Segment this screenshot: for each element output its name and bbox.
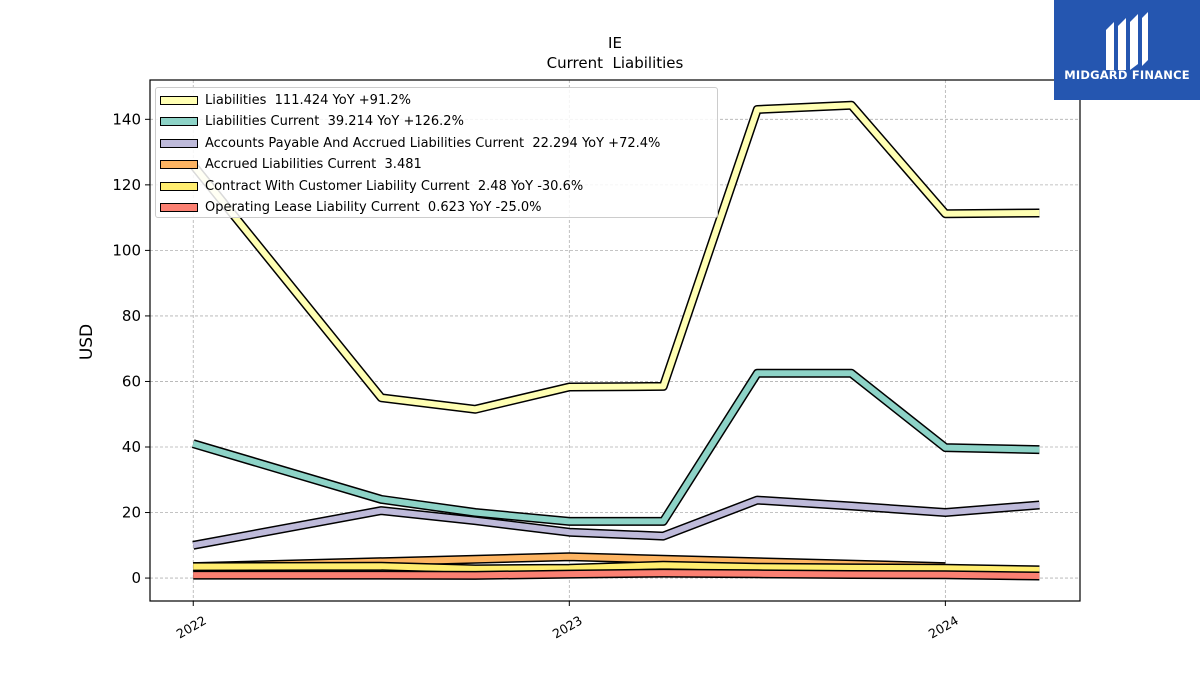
legend-swatch <box>160 95 198 105</box>
legend-item: Operating Lease Liability Current 0.623 … <box>160 199 542 217</box>
series-line <box>193 570 1040 579</box>
series-layer <box>189 100 1040 581</box>
legend: Liabilities 111.424 YoY +91.2% Liabilitie… <box>155 87 718 218</box>
legend-label: Accrued Liabilities Current 3.481 <box>205 157 422 172</box>
legend-item: Accrued Liabilities Current 3.481 <box>160 156 422 174</box>
y-tick-label: 40 <box>122 438 141 456</box>
series-line-4 <box>193 560 1040 575</box>
x-tick-label: 2024 <box>926 613 961 642</box>
y-tick-label: 0 <box>131 569 141 587</box>
y-tick-label: 100 <box>112 241 141 259</box>
legend-swatch <box>160 160 198 169</box>
series-line-1 <box>191 368 1040 526</box>
x-tick-label: 2023 <box>550 613 585 642</box>
brand-logo: MIDGARD FINANCE <box>1054 0 1200 100</box>
series-line-2 <box>192 495 1040 550</box>
chart-subtitle: Current Liabilities <box>547 54 684 72</box>
chart-title: IE <box>608 34 622 52</box>
y-tick-label: 60 <box>122 372 141 390</box>
y-tick-label: 120 <box>112 176 141 194</box>
legend-label: Contract With Customer Liability Current… <box>205 178 584 194</box>
legend-item: Liabilities Current 39.214 YoY +126.2% <box>160 113 464 131</box>
legend-swatch <box>160 117 198 126</box>
legend-label: Liabilities 111.424 YoY +91.2% <box>205 92 411 108</box>
legend-item: Accounts Payable And Accrued Liabilities… <box>160 134 660 152</box>
legend-label: Operating Lease Liability Current 0.623 … <box>205 200 542 215</box>
legend-swatch <box>160 181 198 191</box>
y-tick-label: 80 <box>122 307 141 325</box>
legend-label: Liabilities Current 39.214 YoY +126.2% <box>205 114 464 129</box>
legend-item: Contract With Customer Liability Current… <box>160 177 583 195</box>
series-line-5 <box>193 568 1040 581</box>
logo-text: MIDGARD FINANCE <box>1064 68 1190 82</box>
y-tick-label: 20 <box>122 504 141 522</box>
plot-frame <box>149 79 1081 602</box>
legend-item: Liabilities 111.424 YoY +91.2% <box>160 91 411 109</box>
legend-swatch <box>160 203 198 212</box>
legend-label: Accounts Payable And Accrued Liabilities… <box>205 135 661 151</box>
y-axis-label: USD <box>77 324 97 360</box>
x-tick-label: 2022 <box>174 613 209 642</box>
logo-mark-icon <box>1106 12 1148 70</box>
legend-swatch <box>160 138 198 148</box>
y-tick-label: 140 <box>112 110 141 128</box>
